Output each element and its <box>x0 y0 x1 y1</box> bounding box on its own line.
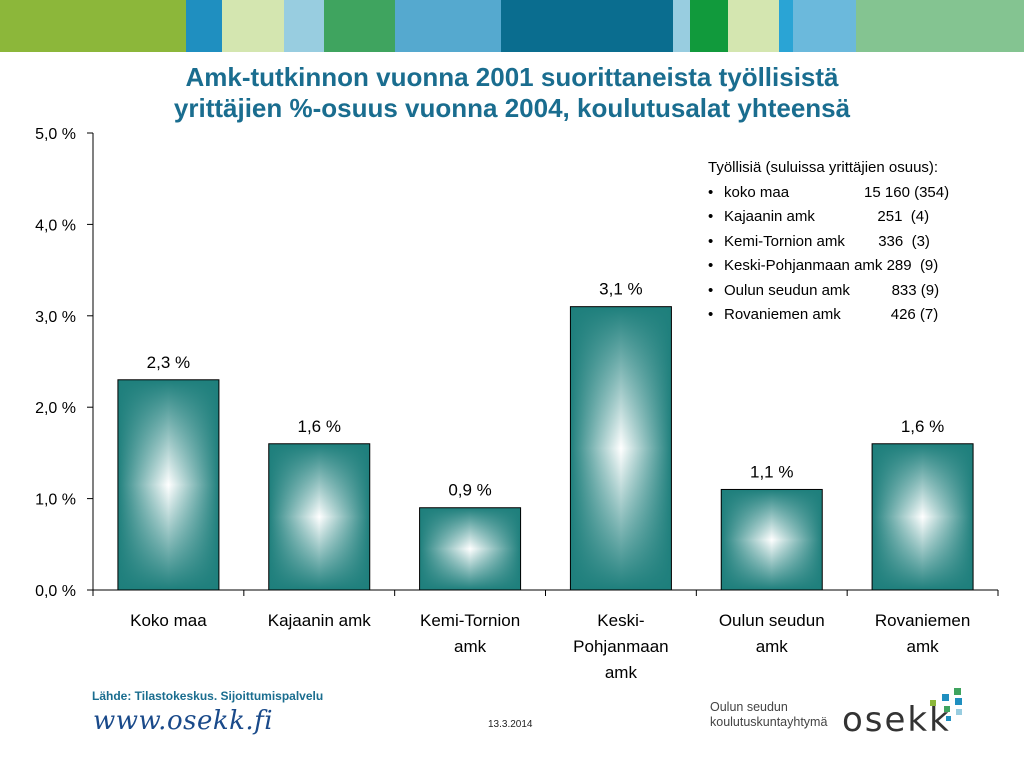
y-tick-label: 5,0 % <box>35 126 76 143</box>
slide-date: 13.3.2014 <box>488 719 533 730</box>
top-color-bar <box>0 0 1024 52</box>
chart-title-line1: Amk-tutkinnon vuonna 2001 suorittaneista… <box>185 62 839 92</box>
bar-chart: 0,0 % 1,0 % 2,0 % 3,0 % 4,0 % 5,0 % 2,3 % Koko… <box>35 126 999 682</box>
legend-item: • Rovaniemen amk 426 (7) <box>708 303 949 328</box>
source-note: Lähde: Tilastokeskus. Sijoittumispalvelu <box>92 689 324 703</box>
bar <box>569 306 672 591</box>
color-band <box>222 0 284 52</box>
color-band <box>501 0 673 52</box>
color-band <box>324 0 395 52</box>
osekk-logo-icon <box>930 688 962 721</box>
chart-title-line2: yrittäjien %-osuus vuonna 2004, koulutus… <box>173 93 851 123</box>
color-band <box>186 0 222 52</box>
data-label: 1,6 % <box>901 417 944 436</box>
legend-box: Työllisiä (suluissa yrittäjien osuus): •… <box>708 156 949 328</box>
y-tick-label: 4,0 % <box>35 217 76 234</box>
legend-item-text: Kajaanin amk 251 (4) <box>724 208 930 225</box>
legend-item-text: Keski-Pohjanmaan amk 289 (9) <box>724 257 939 274</box>
x-tick-label: Keski-Pohjanmaan amk <box>573 611 668 682</box>
x-tick-label: Oulun seudun amk <box>719 611 825 656</box>
y-tick-label: 3,0 % <box>35 309 76 326</box>
chart-bars <box>117 306 974 591</box>
color-band <box>284 0 324 52</box>
bar <box>720 488 823 591</box>
bar <box>419 507 522 591</box>
website-link[interactable]: www.osekk.fi <box>93 706 274 736</box>
chart-axes: 0,0 % 1,0 % 2,0 % 3,0 % 4,0 % 5,0 % <box>35 126 999 600</box>
org-name-line2: koulutuskuntayhtymä <box>710 715 828 729</box>
x-tick-label: Kemi-Tornion amk <box>420 611 520 656</box>
data-label: 2,3 % <box>147 353 190 372</box>
data-label: 1,1 % <box>750 462 793 481</box>
color-band <box>673 0 690 52</box>
color-band <box>690 0 728 52</box>
x-tick-label: Koko maa <box>130 611 207 630</box>
color-band <box>856 0 1024 52</box>
data-label: 0,9 % <box>448 481 491 500</box>
bar <box>871 443 974 591</box>
color-band <box>0 0 186 52</box>
legend-item-text: Oulun seudun amk 833 (9) <box>724 281 940 299</box>
x-tick-label: Kajaanin amk <box>268 611 372 630</box>
legend-item: • Keski-Pohjanmaan amk 289 (9) <box>708 254 949 279</box>
data-label: 3,1 % <box>599 280 642 299</box>
chart-labels: 2,3 % Koko maa 1,6 % Kajaanin amk 0,9 % Kemi-… <box>130 280 970 682</box>
legend-item: • koko maa 15 160 (354) <box>708 181 949 206</box>
legend-item-text: Rovaniemen amk 426 (7) <box>724 306 939 323</box>
legend-item: • Kemi-Tornion amk 336 (3) <box>708 230 949 255</box>
legend-item-text: koko maa 15 160 (354) <box>724 183 950 201</box>
color-band <box>395 0 501 52</box>
y-tick-label: 2,0 % <box>35 400 76 417</box>
legend-item: • Oulun seudun amk 833 (9) <box>708 279 949 304</box>
legend-item: • Kajaanin amk 251 (4) <box>708 205 949 230</box>
y-tick-label: 0,0 % <box>35 583 76 600</box>
bar <box>268 443 371 591</box>
org-name: Oulun seudun koulutuskuntayhtymä <box>710 700 827 730</box>
legend-title: Työllisiä (suluissa yrittäjien osuus): <box>708 159 939 176</box>
chart-title: Amk-tutkinnon vuonna 2001 suorittaneista… <box>60 62 964 124</box>
color-band <box>793 0 856 52</box>
org-name-line1: Oulun seudun <box>710 700 788 714</box>
x-tick-label: Rovaniemen amk <box>875 611 970 656</box>
y-tick-label: 1,0 % <box>35 492 76 509</box>
data-label: 1,6 % <box>298 417 341 436</box>
bar <box>117 379 220 591</box>
brand-logo-text: osekk <box>842 700 951 740</box>
legend-item-text: Kemi-Tornion amk 336 (3) <box>724 232 930 250</box>
color-band <box>779 0 793 52</box>
color-band <box>728 0 779 52</box>
